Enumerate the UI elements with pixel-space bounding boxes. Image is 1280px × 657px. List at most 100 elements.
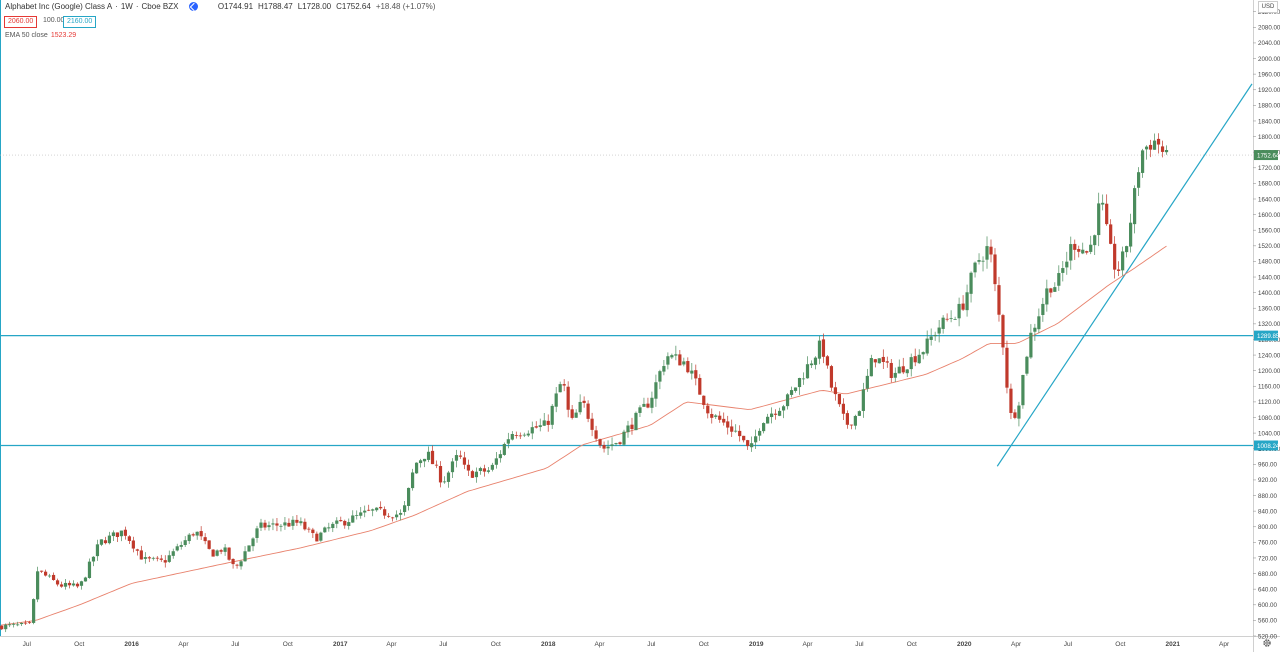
candle-body (622, 431, 626, 445)
y-tick-label: 1720.00 (1258, 165, 1280, 172)
x-tick-label: 2016 (124, 641, 139, 648)
candle-body (387, 515, 391, 517)
candle-body (897, 366, 901, 374)
lower-level-badge (1254, 440, 1278, 451)
candle-body (327, 527, 331, 529)
candle-body (953, 319, 957, 320)
candle-body (187, 534, 191, 542)
candle-body (195, 531, 199, 536)
gear-icon[interactable] (1262, 638, 1272, 648)
candle-body (395, 514, 399, 518)
candle-body (1013, 412, 1017, 418)
candle-body (159, 558, 163, 560)
candle-body (8, 624, 12, 626)
candle-body (542, 420, 546, 426)
candle-body (55, 580, 60, 585)
candle-body (375, 507, 379, 511)
candle-body (726, 421, 730, 428)
candle-body (99, 539, 104, 545)
candle-body (434, 464, 439, 466)
candle-body (442, 481, 447, 483)
candle-body (873, 359, 877, 363)
candle-body (893, 372, 897, 378)
candle-body (1113, 243, 1117, 270)
candle-body (606, 446, 610, 449)
x-tick-label: Apr (386, 641, 397, 648)
candle-body (1025, 356, 1029, 374)
candle-body (478, 468, 482, 472)
candle-body (63, 582, 68, 587)
exchange-label: Cboe BZX (141, 2, 179, 11)
candle-body (1005, 347, 1009, 388)
candle-body (91, 556, 96, 562)
candle-body (1069, 244, 1073, 261)
candle-body (642, 403, 646, 407)
low-value: L1728.00 (297, 2, 332, 11)
candle-body (430, 450, 435, 465)
back-arrow-icon[interactable] (188, 2, 198, 12)
candle-body (59, 584, 64, 587)
candle-body (351, 515, 355, 523)
candle-body (403, 505, 407, 513)
candle-body (857, 411, 861, 416)
candle-body (502, 443, 506, 455)
candle-body (151, 557, 155, 559)
y-tick-label: 2080.00 (1258, 25, 1280, 32)
candle-body (833, 387, 838, 395)
candle-body (343, 520, 347, 526)
candle-body (111, 532, 116, 537)
candle-body (1049, 288, 1053, 293)
candle-body (227, 547, 231, 560)
candle-body (698, 377, 702, 395)
candle-body (841, 403, 846, 414)
candle-body (977, 260, 981, 262)
candle-body (961, 303, 965, 310)
y-tick-label: 1800.00 (1258, 134, 1280, 141)
candle-body (1041, 303, 1045, 316)
candle-body (16, 624, 20, 626)
candle-body (410, 472, 415, 489)
candle-body (28, 622, 32, 624)
scale-low-box[interactable]: 2060.00 (4, 16, 38, 28)
x-tick-label: Oct (1115, 641, 1125, 648)
candle-body (1037, 316, 1041, 330)
candle-body (722, 418, 726, 423)
candle-body (650, 397, 654, 408)
y-tick-label: 520.00 (1258, 633, 1277, 640)
upper-level-badge-label: 1289.85 (1257, 333, 1280, 340)
candle-body (742, 435, 746, 441)
candle-body (634, 412, 638, 431)
candle-body (618, 442, 622, 444)
candle-body (490, 464, 494, 470)
candle-body (271, 523, 275, 525)
y-tick-label: 680.00 (1258, 571, 1277, 578)
candle-body (662, 366, 666, 372)
candle-body (702, 395, 706, 405)
candle-body (1129, 222, 1133, 247)
candle-body (115, 532, 119, 537)
candle-body (67, 582, 72, 586)
candle-body (1148, 144, 1153, 150)
candle-body (75, 583, 80, 587)
candle-body (965, 292, 969, 311)
candle-body (71, 583, 76, 586)
candle-body (706, 405, 710, 414)
candle-body (255, 528, 259, 538)
candle-body (945, 318, 949, 320)
candle-body (598, 439, 602, 446)
scale-high-box[interactable]: 2160.00 (63, 16, 97, 28)
candle-body (793, 387, 798, 391)
candle-body (929, 336, 933, 340)
y-tick-label: 960.00 (1258, 462, 1277, 469)
candle-body (973, 262, 977, 273)
candle-body (789, 390, 794, 395)
candle-body (566, 386, 570, 410)
candle-body (1117, 269, 1121, 271)
candle-body (734, 430, 738, 432)
close-value: C1752.64 (336, 2, 371, 11)
x-tick-label: Jul (855, 641, 864, 648)
candle-body (399, 512, 403, 515)
candle-body (694, 370, 698, 379)
